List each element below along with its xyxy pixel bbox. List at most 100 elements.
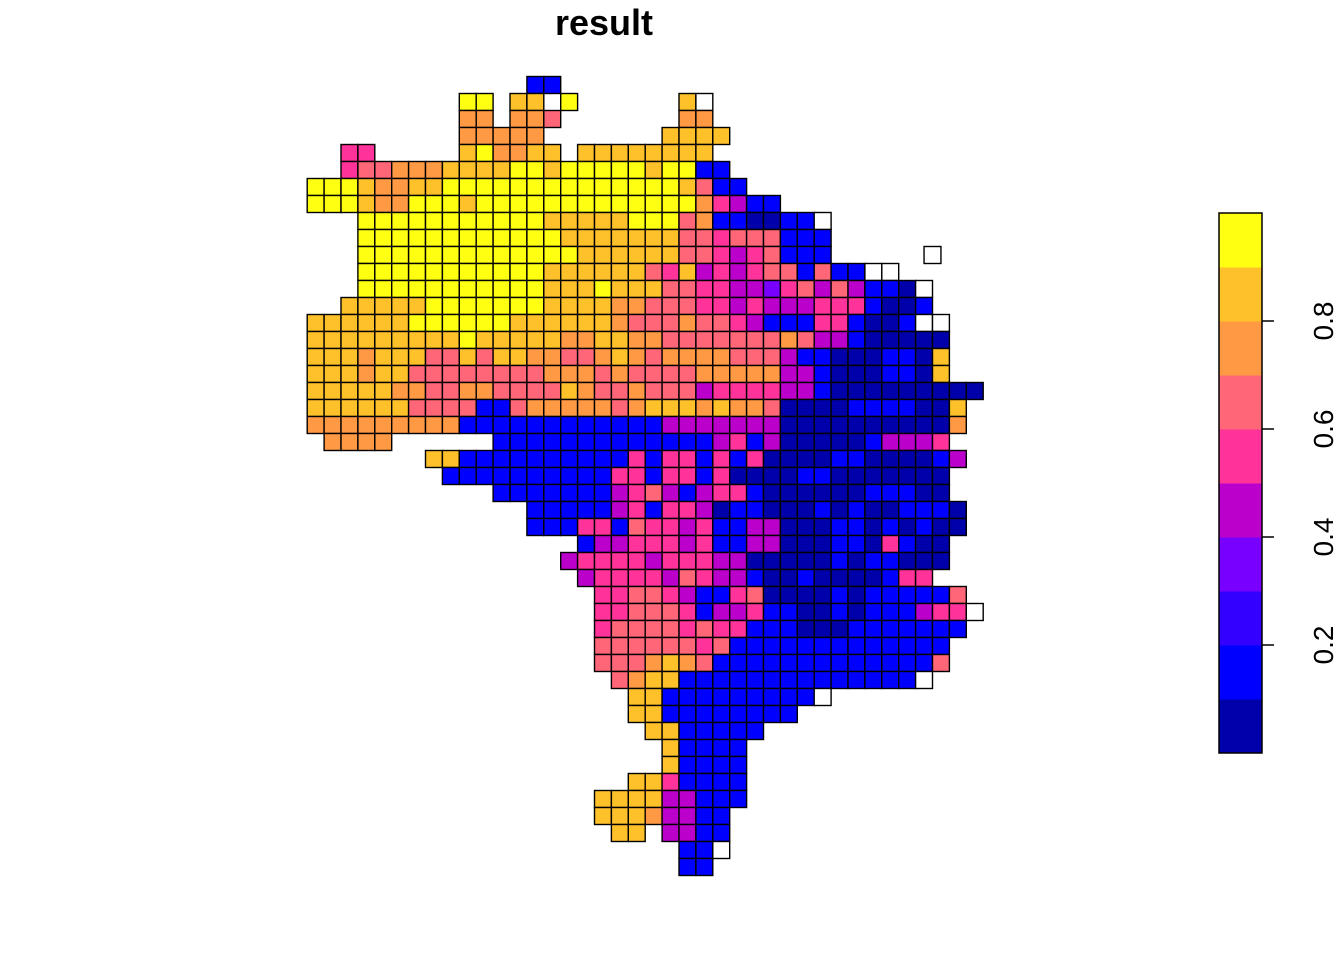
grid-cell (424, 313, 444, 333)
map-title: result (554, 2, 654, 43)
grid-cell (543, 398, 562, 418)
grid-cell (762, 517, 782, 537)
grid-cell (492, 296, 511, 316)
grid-cell (881, 296, 900, 316)
grid-cell (357, 364, 376, 384)
grid-cell (712, 653, 731, 673)
grid-cell (898, 449, 917, 469)
grid-cell (678, 160, 697, 180)
grid-cell (627, 551, 646, 571)
grid-cell (441, 279, 460, 299)
grid-cell (695, 636, 714, 656)
grid-cell (661, 738, 680, 758)
grid-cell (610, 517, 630, 537)
grid-cell (627, 347, 646, 367)
grid-cell (712, 840, 731, 860)
grid-cell (762, 687, 782, 707)
grid-cell (847, 415, 866, 435)
grid-cell (627, 653, 646, 673)
grid-cell (661, 245, 680, 265)
grid-cell (898, 483, 917, 503)
grid-cell (678, 551, 697, 571)
grid-cell (796, 517, 815, 537)
grid-cell (847, 500, 866, 520)
grid-cell (560, 296, 579, 316)
grid-cell (661, 449, 680, 469)
grid-cell (914, 534, 934, 554)
grid-cell (661, 806, 680, 826)
grid-cell (543, 296, 562, 316)
grid-cell (712, 568, 731, 588)
grid-cell (881, 381, 900, 401)
grid-cell (543, 466, 562, 486)
grid-cell (712, 194, 731, 214)
grid-cell (458, 296, 477, 316)
grid-cell (678, 500, 697, 520)
grid-cell (745, 245, 765, 265)
grid-cell (695, 653, 714, 673)
grid-cell (543, 177, 562, 197)
grid-cell (610, 500, 630, 520)
grid-cell (898, 653, 917, 673)
grid-cell (695, 347, 714, 367)
grid-cell (745, 432, 765, 452)
grid-cell (864, 432, 883, 452)
grid-cell (729, 381, 748, 401)
grid-cell (357, 160, 376, 180)
grid-cell (914, 364, 934, 384)
grid-cell (881, 517, 900, 537)
grid-cell (762, 534, 782, 554)
grid-cell (407, 381, 427, 401)
grid-cell (914, 517, 934, 537)
grid-cell (543, 364, 562, 384)
grid-cell (593, 500, 613, 520)
grid-cell (526, 109, 545, 129)
grid-cell (881, 483, 900, 503)
grid-cell (729, 585, 748, 605)
grid-cell (661, 602, 680, 622)
grid-cell (610, 262, 630, 282)
grid-cell (424, 177, 444, 197)
grid-cell (678, 109, 697, 129)
legend-swatch (1219, 429, 1262, 484)
grid-cell (424, 364, 444, 384)
grid-cell (526, 143, 545, 163)
grid-cell (374, 279, 393, 299)
grid-cell (881, 466, 900, 486)
grid-cell (441, 228, 460, 248)
grid-cell (644, 330, 663, 350)
grid-cell (729, 211, 748, 231)
grid-cell (627, 262, 646, 282)
grid-cell (644, 364, 663, 384)
grid-cell (340, 364, 359, 384)
grid-cell (762, 313, 782, 333)
grid-cell (796, 330, 815, 350)
grid-cell (407, 330, 427, 350)
grid-cell (864, 551, 883, 571)
grid-cell (712, 364, 731, 384)
grid-cell (526, 313, 545, 333)
grid-cell (695, 789, 714, 809)
grid-cell (678, 364, 697, 384)
grid-cell (661, 432, 680, 452)
grid-cell (644, 602, 663, 622)
grid-cell (813, 551, 832, 571)
grid-cell (779, 704, 799, 724)
grid-cell (830, 398, 849, 418)
grid-cell (898, 279, 917, 299)
grid-cell (931, 619, 951, 639)
grid-cell (610, 806, 630, 826)
grid-cell (441, 313, 460, 333)
grid-cell (424, 160, 444, 180)
grid-cell (847, 585, 866, 605)
grid-cell (323, 194, 342, 214)
grid-cell (593, 296, 613, 316)
grid-cell (695, 755, 714, 775)
grid-cell (374, 381, 393, 401)
grid-cell (745, 704, 765, 724)
grid-cell (661, 415, 680, 435)
grid-cell (306, 347, 325, 367)
grid-cell (576, 466, 596, 486)
grid-cell (830, 619, 849, 639)
grid-cell (847, 517, 866, 537)
